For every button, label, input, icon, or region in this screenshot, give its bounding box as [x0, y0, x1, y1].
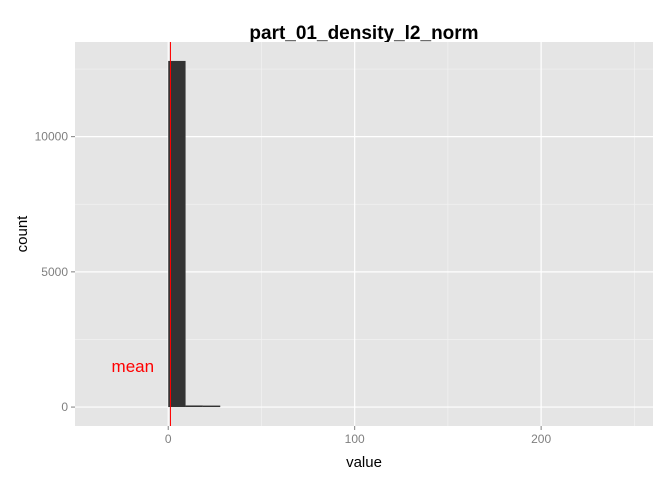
histogram-bar [168, 60, 186, 408]
y-tick-label: 0 [61, 400, 68, 414]
x-axis-title: value [346, 454, 382, 471]
chart-title: part_01_density_l2_norm [249, 23, 478, 44]
y-tick-label: 10000 [35, 130, 69, 144]
histogram-bars [168, 60, 221, 408]
x-tick-label: 0 [165, 432, 172, 446]
mean-layer: mean [112, 42, 171, 426]
x-tick-label: 200 [531, 432, 551, 446]
y-axis-title: count [14, 215, 31, 253]
histogram-bar [185, 405, 203, 408]
plot-panel [75, 42, 653, 426]
mean-annotation: mean [112, 357, 155, 376]
axis-ticks: 0 100 200 0 5000 10000 [35, 130, 552, 446]
y-tick-label: 5000 [41, 265, 68, 279]
histogram-bar [202, 405, 221, 408]
x-tick-label: 100 [345, 432, 365, 446]
